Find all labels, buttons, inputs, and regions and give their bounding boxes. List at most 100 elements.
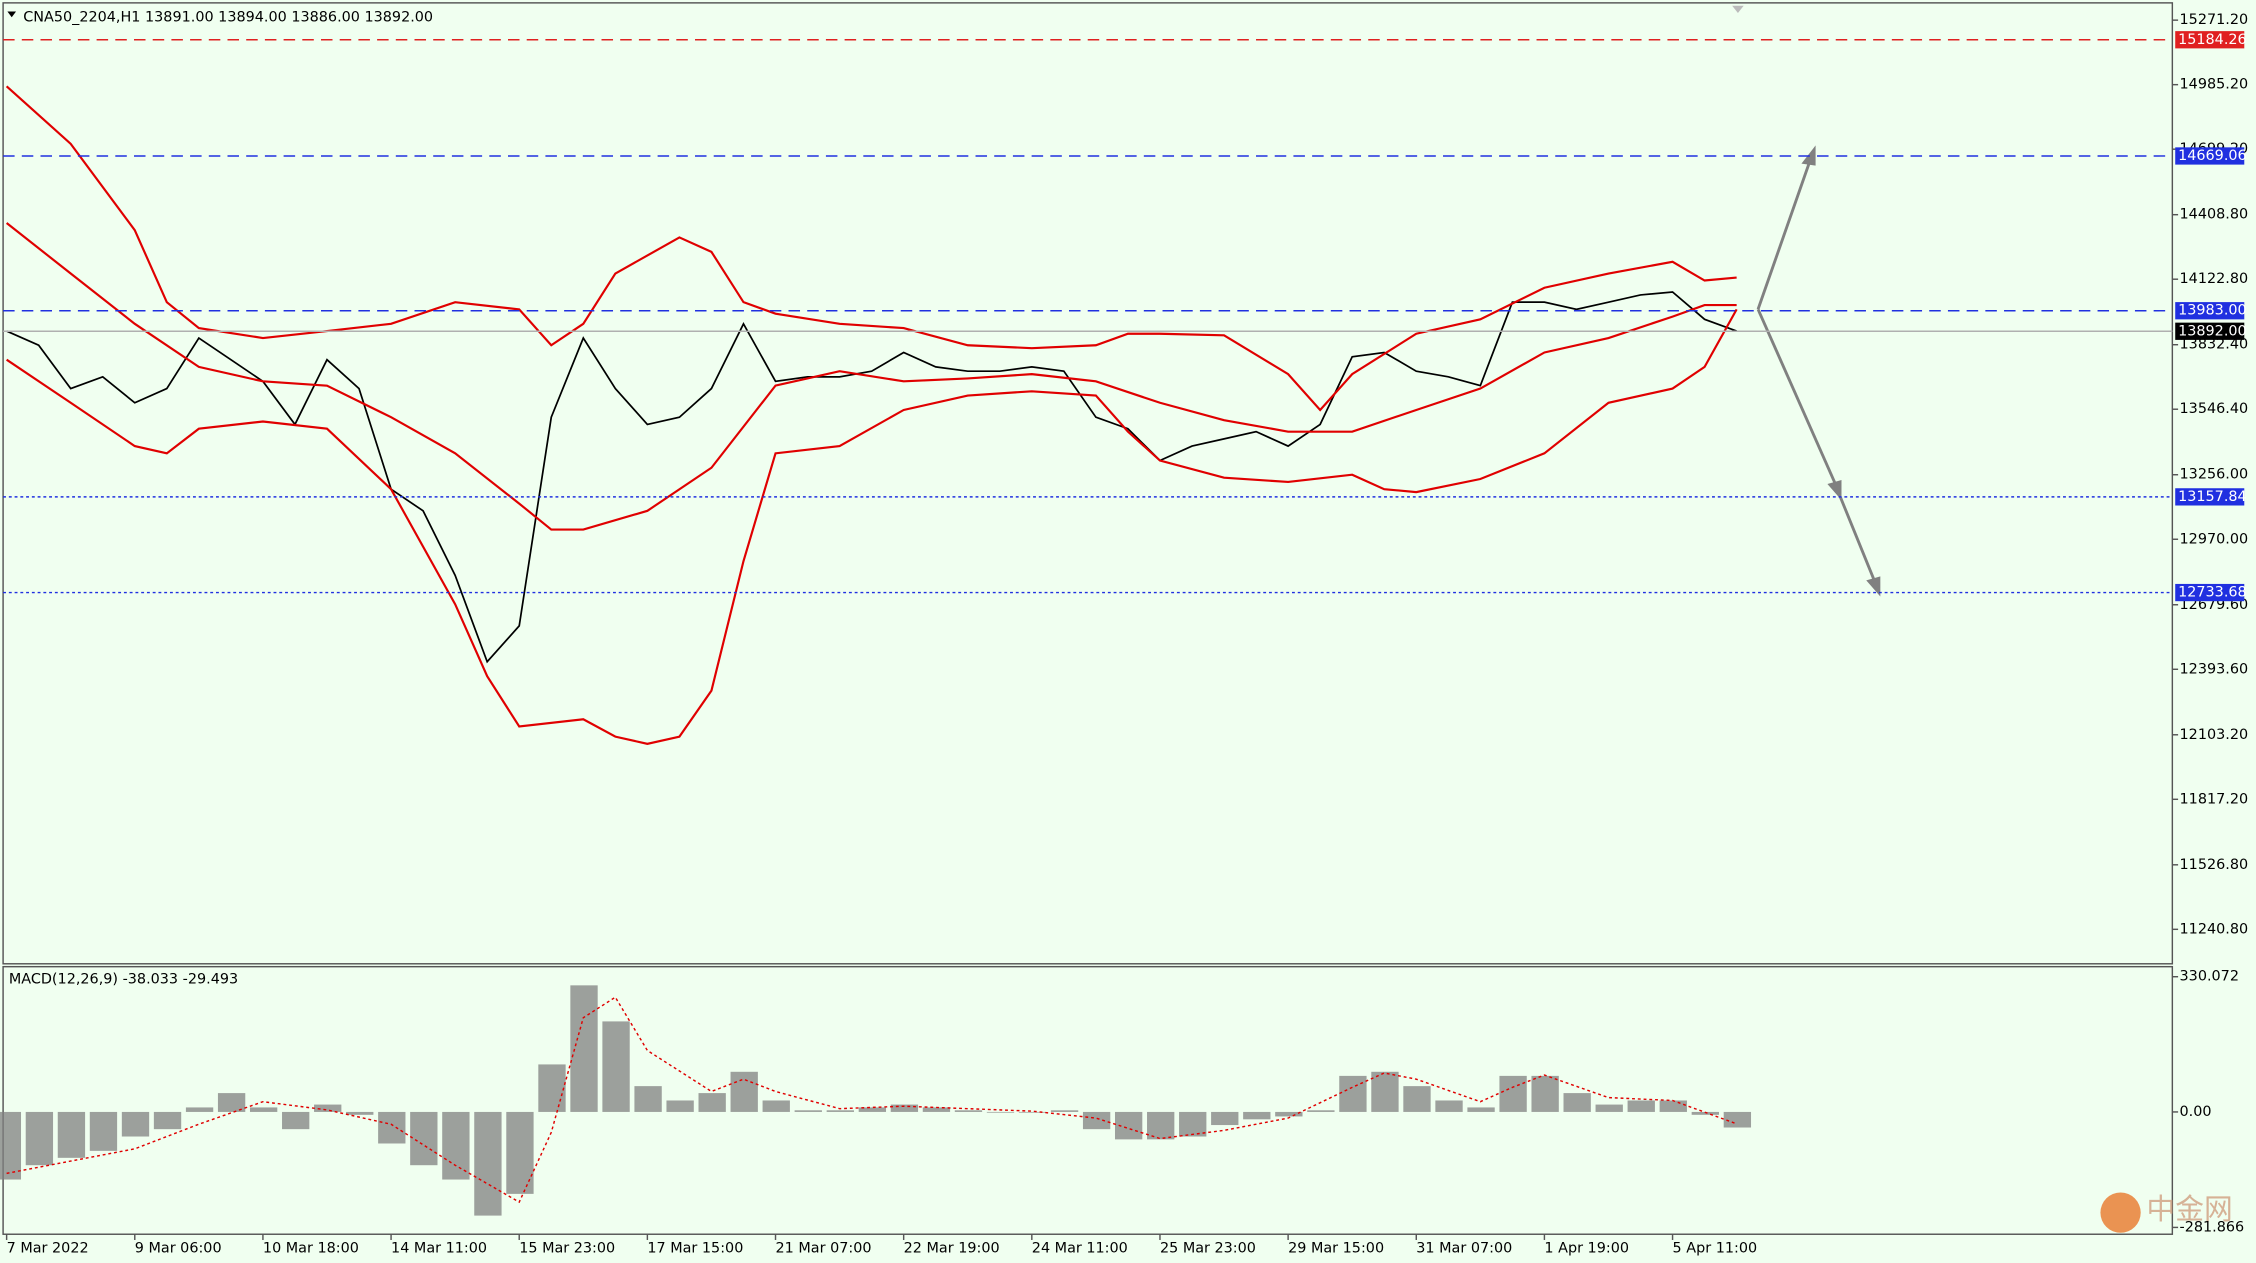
macd-bar [1691, 1111, 1719, 1115]
bollinger-band [6, 308, 1738, 745]
macd-bar [1499, 1075, 1527, 1112]
macd-bar [1403, 1086, 1431, 1112]
macd-bar [1627, 1100, 1655, 1112]
x-tick-label: 31 Mar 07:00 [1416, 1241, 1512, 1257]
level-label-box [2175, 583, 2245, 602]
level-label-box [2175, 147, 2245, 165]
price-label: 13892.00 [2178, 323, 2247, 339]
macd-title: MACD(12,26,9) -38.033 -29.493 [9, 972, 238, 988]
macd-bar [1659, 1100, 1687, 1112]
y-tick-label: 12970.00 [2180, 531, 2249, 547]
x-tick-label: 17 Mar 15:00 [647, 1241, 743, 1257]
x-tick-label: 29 Mar 15:00 [1288, 1241, 1384, 1257]
macd-panel [2, 965, 2174, 1235]
macd-bar [153, 1111, 182, 1130]
macd-bar [1435, 1100, 1463, 1112]
level-label: 15184.26 [2178, 32, 2247, 48]
y-tick-label: 12103.20 [2180, 727, 2249, 743]
x-tick-label: 1 Apr 19:00 [1544, 1241, 1629, 1257]
y-tick-label: 14985.20 [2180, 77, 2249, 93]
macd-bar [698, 1093, 726, 1112]
macd-bar [346, 1111, 374, 1115]
y-tick-label: 12393.60 [2180, 661, 2249, 677]
macd-bar [1531, 1075, 1559, 1112]
level-label: 13983.00 [2178, 303, 2247, 319]
macd-bar [121, 1111, 150, 1137]
y-tick-label: 0.00 [2180, 1104, 2212, 1120]
macd-bar [1147, 1111, 1175, 1140]
macd-bar [1563, 1093, 1591, 1112]
level-label: 14669.06 [2178, 148, 2247, 164]
level-label-box [2175, 31, 2245, 49]
macd-bar [1723, 1111, 1752, 1128]
macd-bar [249, 1107, 278, 1112]
macd-bar [634, 1086, 662, 1112]
panel-toggle[interactable] [7, 11, 17, 18]
x-tick-label: 5 Apr 11:00 [1673, 1241, 1758, 1257]
watermark: 中金网 [2146, 1192, 2232, 1226]
y-tick-label: 11817.20 [2180, 791, 2249, 807]
macd-bar [538, 1064, 566, 1112]
arrows [1756, 145, 1881, 597]
y-tick-label: 14408.80 [2180, 207, 2249, 223]
macd-bar [1371, 1071, 1399, 1112]
macd-bar [1243, 1111, 1271, 1120]
macd-bar [1595, 1104, 1623, 1112]
y-tick-label: 15271.20 [2180, 12, 2249, 28]
y-tick-label: -281.866 [2180, 1219, 2245, 1235]
macd-bar [89, 1111, 118, 1151]
macd-bar [922, 1107, 951, 1112]
macd-bar [730, 1071, 758, 1112]
y-tick-label: 330.072 [2180, 969, 2239, 985]
macd-bar [25, 1111, 54, 1166]
macd-bar [282, 1111, 310, 1130]
chart-title: CNA50_2204,H1 13891.00 13894.00 13886.00… [23, 9, 433, 25]
x-tick-label: 15 Mar 23:00 [519, 1241, 615, 1257]
shift-marker [1732, 5, 1744, 13]
price-label-box [2175, 322, 2245, 340]
macd-bar [442, 1111, 470, 1180]
price-panel [2, 2, 2174, 965]
y-tick-label: 11240.80 [2180, 921, 2249, 937]
level-label-box [2175, 302, 2245, 320]
macd-bar [826, 1110, 854, 1112]
macd-bar [602, 1021, 630, 1112]
bollinger-band [5, 222, 1737, 531]
macd-bar [57, 1111, 86, 1158]
macd-bar [1275, 1111, 1303, 1117]
macd-bar [666, 1100, 694, 1112]
level-label: 13157.84 [2178, 489, 2247, 505]
macd-bar [506, 1111, 534, 1194]
macd-bar [762, 1100, 790, 1112]
macd-bar [1018, 1111, 1047, 1113]
x-tick-label: 22 Mar 19:00 [904, 1241, 1000, 1257]
level-label-box [2175, 488, 2245, 506]
macd-bar [954, 1110, 983, 1112]
macd-bar [378, 1111, 406, 1144]
macd-bar [858, 1107, 887, 1112]
x-tick-label: 7 Mar 2022 [7, 1241, 89, 1257]
macd-bar [1467, 1107, 1495, 1112]
macd-signal [6, 996, 1737, 1204]
y-tick-label: 13256.00 [2180, 467, 2249, 483]
macd-bar [794, 1110, 822, 1112]
macd-bar [890, 1104, 919, 1112]
macd-bar [1307, 1110, 1335, 1112]
macd-bar [1179, 1111, 1207, 1137]
macd-bar [1050, 1110, 1079, 1112]
macd-bar [474, 1111, 502, 1216]
macd-bar [1339, 1075, 1367, 1112]
x-tick-label: 9 Mar 06:00 [135, 1241, 222, 1257]
x-tick-label: 10 Mar 18:00 [263, 1241, 359, 1257]
macd-bar [217, 1093, 246, 1112]
macd-bar [185, 1107, 214, 1112]
macd-bar [986, 1111, 1015, 1113]
watermark-logo [2100, 1192, 2141, 1233]
y-tick-label: 13546.40 [2180, 401, 2249, 417]
macd-bar [570, 985, 598, 1112]
macd-bar [1082, 1111, 1111, 1130]
macd-bar [410, 1111, 438, 1166]
